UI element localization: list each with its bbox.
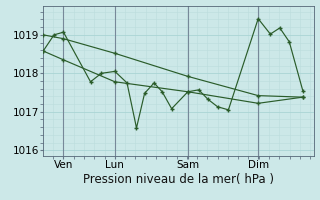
X-axis label: Pression niveau de la mer( hPa ): Pression niveau de la mer( hPa ) bbox=[83, 173, 274, 186]
